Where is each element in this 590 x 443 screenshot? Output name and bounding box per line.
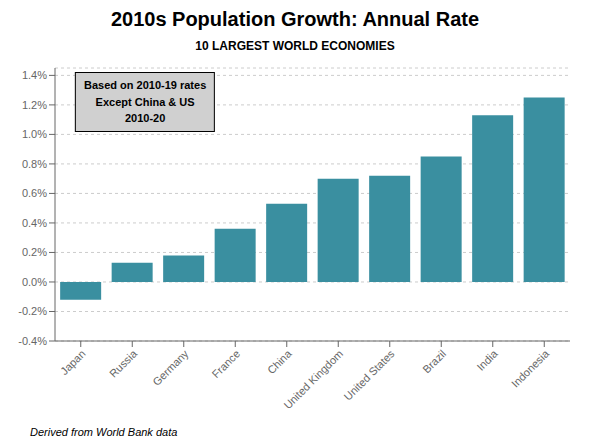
svg-text:0.2%: 0.2% xyxy=(22,246,47,258)
svg-text:United States: United States xyxy=(341,347,397,403)
svg-text:1.2%: 1.2% xyxy=(22,99,47,111)
svg-text:United Kingdom: United Kingdom xyxy=(281,347,345,411)
svg-text:-0.4%: -0.4% xyxy=(18,335,47,347)
svg-text:China: China xyxy=(265,347,294,376)
svg-text:India: India xyxy=(474,347,500,373)
svg-text:Brazil: Brazil xyxy=(420,347,448,375)
html-text:10 LARGEST WORLD ECONOMIES: 10 LARGEST WORLD ECONOMIES xyxy=(195,39,395,53)
svg-text:0.8%: 0.8% xyxy=(22,158,47,170)
svg-text:0.0%: 0.0% xyxy=(22,276,47,288)
svg-text:0.4%: 0.4% xyxy=(22,217,47,229)
svg-text:1.0%: 1.0% xyxy=(22,128,47,140)
svg-text:Germany: Germany xyxy=(150,347,191,388)
svg-text:0.6%: 0.6% xyxy=(22,187,47,199)
html-text:Based on 2010-19 rates Except: Based on 2010-19 rates Except China & US… xyxy=(84,79,207,124)
html-text:2010s Population Growth: Annua: 2010s Population Growth: Annual Rate xyxy=(110,8,480,30)
svg-text:Russia: Russia xyxy=(107,347,140,380)
svg-text:1.4%: 1.4% xyxy=(22,69,47,81)
html-text:Derived from World Bank data: Derived from World Bank data xyxy=(30,426,178,438)
svg-text:Indonesia: Indonesia xyxy=(509,347,552,390)
svg-text:-0.2%: -0.2% xyxy=(18,305,47,317)
svg-text:France: France xyxy=(209,347,242,380)
svg-text:Japan: Japan xyxy=(58,347,88,377)
